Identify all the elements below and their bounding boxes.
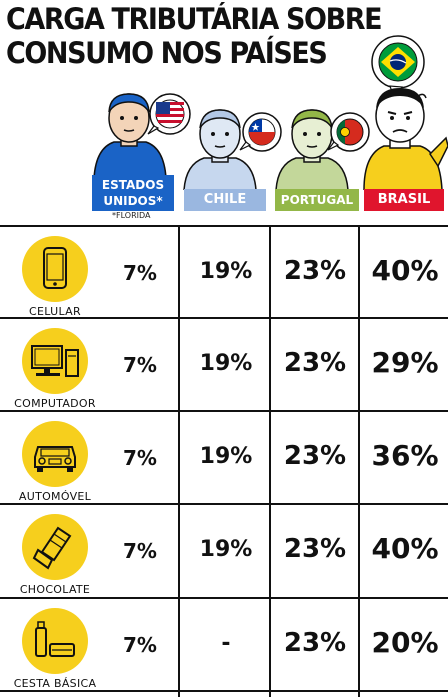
value-brasil: 20% xyxy=(371,626,439,659)
value-chile: 19% xyxy=(199,444,253,469)
usa-footnote: *FLORIDA xyxy=(112,211,151,220)
chocolate-icon xyxy=(22,514,88,580)
value-portugal: 23% xyxy=(283,348,347,378)
column-header-brasil: BRASIL xyxy=(364,189,444,211)
value-brasil: 29% xyxy=(371,346,439,379)
portugal-flag-icon xyxy=(336,118,364,146)
value-usa: 7% xyxy=(123,633,157,657)
value-portugal: 23% xyxy=(283,628,347,658)
item-label: CELULAR xyxy=(29,305,81,318)
table-top-rule xyxy=(0,225,448,227)
value-chile: 19% xyxy=(199,259,253,284)
table-row-computador: COMPUTADOR 7% 19% 23% 29% xyxy=(0,320,448,411)
column-header-portugal: PORTUGAL xyxy=(275,189,359,211)
value-portugal: 23% xyxy=(283,441,347,471)
chile-flag-icon xyxy=(248,118,276,146)
item-label: CHOCOLATE xyxy=(19,583,91,596)
brasil-flag-icon xyxy=(378,42,418,82)
value-chile: 19% xyxy=(199,537,253,562)
value-usa: 7% xyxy=(123,446,157,470)
usa-person-illustration xyxy=(93,93,191,178)
brasil-person-illustration xyxy=(363,35,448,190)
value-portugal: 23% xyxy=(283,256,347,286)
table-bottom-rule xyxy=(0,690,448,692)
item-label: AUTOMÓVEL xyxy=(18,490,92,503)
table-row-celular: CELULAR 7% 19% 23% 40% xyxy=(0,228,448,319)
row-divider xyxy=(0,317,448,319)
value-usa: 7% xyxy=(123,261,157,285)
item-label: COMPUTADOR xyxy=(14,397,96,410)
value-usa: 7% xyxy=(123,353,157,377)
portugal-person-illustration xyxy=(275,109,370,190)
column-divider xyxy=(178,226,180,697)
usa-flag-icon xyxy=(155,99,185,129)
basket-icon xyxy=(22,608,88,674)
value-chile: 19% xyxy=(199,351,253,376)
computer-icon xyxy=(22,328,88,394)
row-divider xyxy=(0,410,448,412)
column-divider xyxy=(269,226,271,697)
column-header-chile: CHILE xyxy=(184,189,266,211)
column-divider xyxy=(358,226,360,697)
value-brasil: 40% xyxy=(371,532,439,565)
value-brasil: 36% xyxy=(371,439,439,472)
value-brasil: 40% xyxy=(371,254,439,287)
value-usa: 7% xyxy=(123,539,157,563)
phone-icon xyxy=(22,236,88,302)
table-row-chocolate: CHOCOLATE 7% 19% 23% 40% xyxy=(0,506,448,597)
table-row-cesta-basica: CESTA BÁSICA 7% - 23% 20% xyxy=(0,600,448,691)
row-divider xyxy=(0,597,448,599)
chile-person-illustration xyxy=(183,109,282,190)
value-chile: - xyxy=(221,631,231,656)
title-line-2: CONSUMO NOS PAÍSES xyxy=(6,36,328,70)
table-row-automovel: AUTOMÓVEL 7% 19% 23% 36% xyxy=(0,413,448,504)
column-header-usa: ESTADOS UNIDOS* xyxy=(92,175,174,211)
car-icon xyxy=(22,421,88,487)
page-title: CARGA TRIBUTÁRIA SOBRE CONSUMO NOS PAÍSE… xyxy=(6,2,383,70)
value-portugal: 23% xyxy=(283,534,347,564)
title-line-1: CARGA TRIBUTÁRIA SOBRE xyxy=(6,2,383,36)
row-divider xyxy=(0,503,448,505)
item-label: CESTA BÁSICA xyxy=(13,677,97,690)
